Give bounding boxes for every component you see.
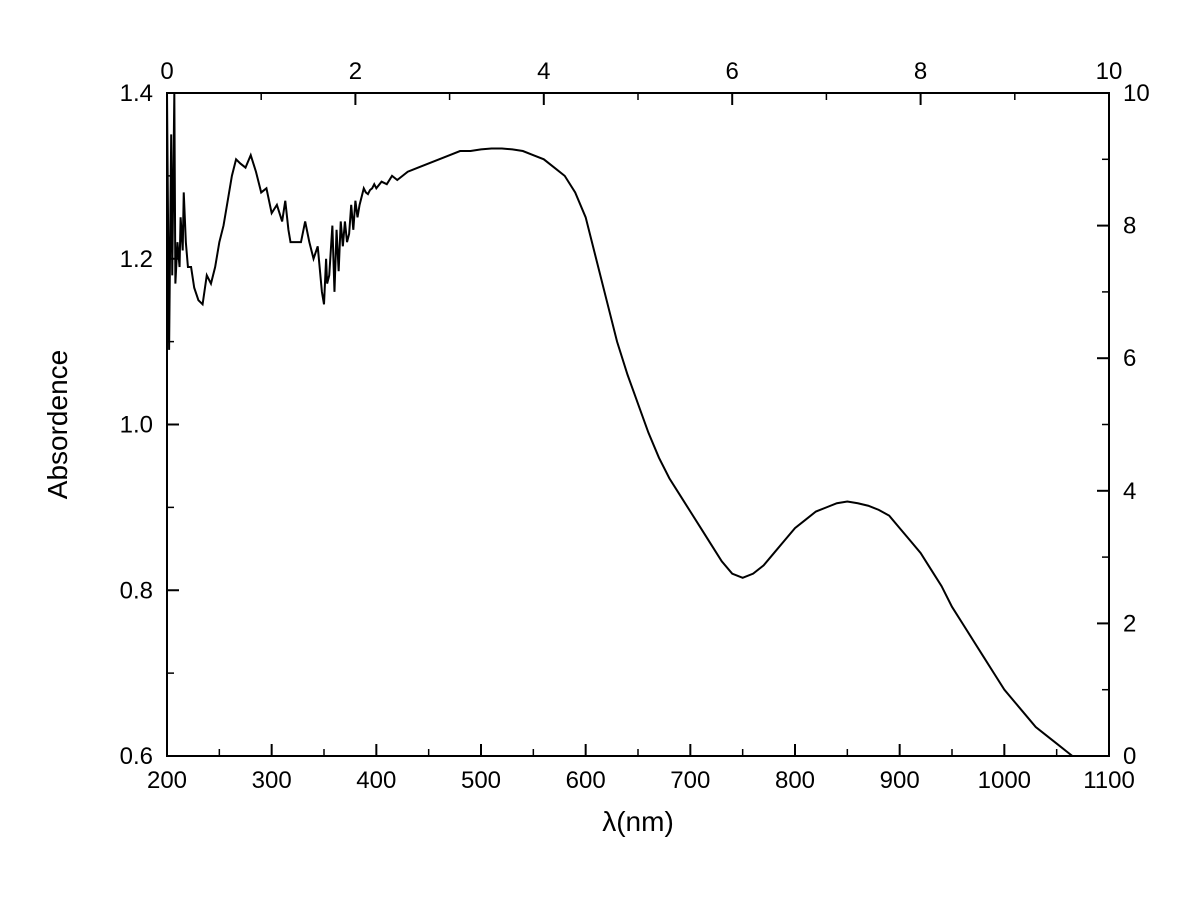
y-right-tick-label: 0: [1123, 743, 1136, 770]
x-bottom-tick-label: 1000: [978, 767, 1031, 794]
spectrum-chart: 2003004005006007008009001000110002468100…: [0, 0, 1183, 901]
y-right-tick-label: 8: [1123, 213, 1136, 240]
x-bottom-tick-label: 200: [147, 767, 187, 794]
y-right-tick-label: 4: [1123, 478, 1136, 505]
y-left-tick-label: 1.0: [120, 412, 153, 439]
x-bottom-tick-label: 400: [356, 767, 396, 794]
spectrum-line: [167, 93, 1109, 785]
y-axis-label: Absordence: [42, 350, 73, 499]
x-axis-label: λ(nm): [602, 806, 674, 837]
x-bottom-tick-label: 900: [880, 767, 920, 794]
y-left-tick-label: 0.6: [120, 743, 153, 770]
chart-container: 2003004005006007008009001000110002468100…: [0, 0, 1183, 901]
y-right-tick-label: 6: [1123, 345, 1136, 372]
y-right-tick-label: 2: [1123, 610, 1136, 637]
x-top-tick-label: 6: [726, 58, 739, 85]
x-top-tick-label: 4: [537, 58, 550, 85]
x-top-tick-label: 10: [1096, 58, 1123, 85]
x-bottom-tick-label: 500: [461, 767, 501, 794]
y-left-tick-label: 0.8: [120, 577, 153, 604]
x-top-tick-label: 0: [160, 58, 173, 85]
y-left-tick-label: 1.4: [120, 80, 153, 107]
x-bottom-tick-label: 700: [670, 767, 710, 794]
x-bottom-tick-label: 600: [566, 767, 606, 794]
x-bottom-tick-label: 1100: [1083, 767, 1135, 794]
x-top-tick-label: 2: [349, 58, 362, 85]
y-right-tick-label: 10: [1123, 80, 1150, 107]
x-bottom-tick-label: 300: [252, 767, 292, 794]
y-left-tick-label: 1.2: [120, 246, 153, 273]
x-bottom-tick-label: 800: [775, 767, 815, 794]
x-top-tick-label: 8: [914, 58, 927, 85]
